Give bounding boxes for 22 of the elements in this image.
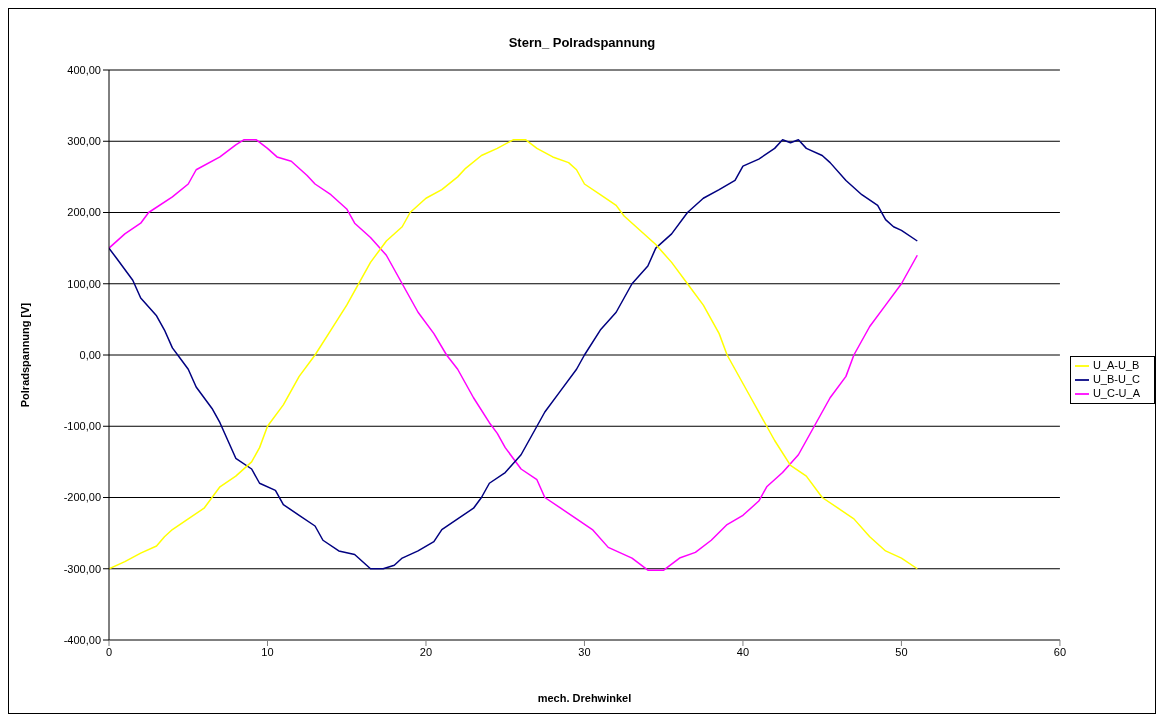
y-tick-label: -300,00 <box>63 562 101 575</box>
chart-title: Stern_ Polradspannung <box>507 35 657 50</box>
y-tick-label: 400,00 <box>67 63 101 76</box>
x-tick-label: 50 <box>895 645 908 658</box>
y-tick-label: -400,00 <box>63 633 101 646</box>
y-tick-label: -200,00 <box>63 491 101 504</box>
legend-label: U_C-U_A <box>1092 387 1140 400</box>
x-axis-title: mech. Drehwinkel <box>537 692 632 704</box>
y-axis-title: Polradspannung [V] <box>18 302 31 408</box>
legend-label: U_A-U_B <box>1092 358 1140 371</box>
y-tick-label: 300,00 <box>67 135 101 148</box>
x-tick-label: 40 <box>736 645 750 658</box>
x-tick-label: 30 <box>578 645 591 658</box>
legend-label: U_B-U_C <box>1092 372 1140 385</box>
x-tick-label: 20 <box>419 645 433 658</box>
x-tick-label: 0 <box>105 645 113 658</box>
y-tick-label: 100,00 <box>67 277 101 290</box>
y-tick-label: -100,00 <box>63 420 101 433</box>
y-tick-label: 200,00 <box>67 206 101 219</box>
y-tick-label: 0,00 <box>79 348 101 361</box>
x-tick-label: 60 <box>1053 645 1067 658</box>
x-tick-label: 10 <box>261 645 274 658</box>
